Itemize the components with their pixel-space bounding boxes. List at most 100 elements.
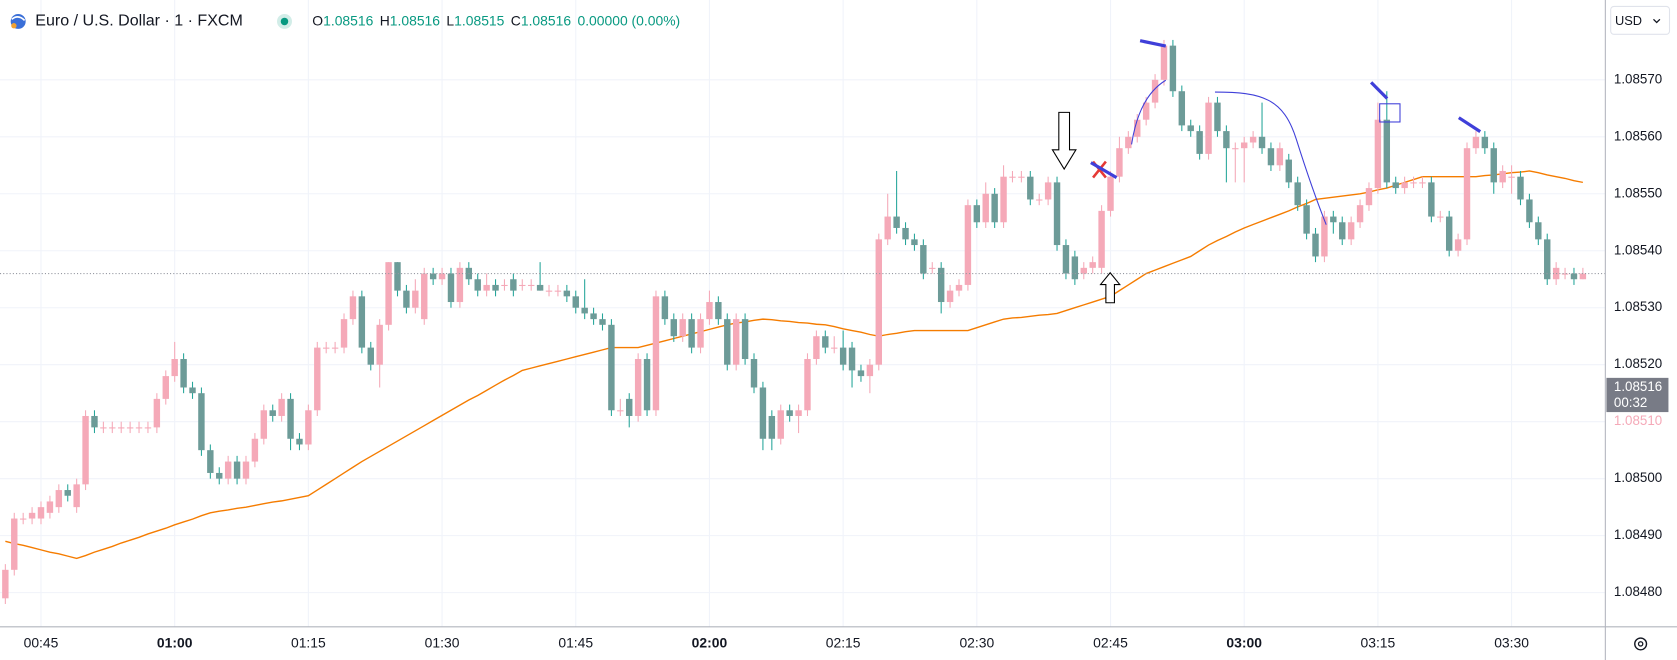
last-price-label: 1.08516 [1614,379,1662,394]
status-dot [280,17,289,26]
candle-body [207,450,214,473]
candle-body [937,267,945,303]
candle-body [331,347,339,349]
candles [0,39,1606,605]
x-tick-label: 02:30 [959,635,994,651]
candle-body [1508,176,1515,178]
candle-body [652,296,660,411]
candle-body [857,370,865,377]
candle-body [1107,176,1114,211]
candle-body [19,518,27,520]
candle-body [1410,182,1417,184]
candle-body [1561,273,1569,275]
candle-body [1169,45,1177,92]
candle-body [510,279,517,291]
candle-body [100,427,107,429]
candle-body [1044,182,1052,200]
currency-button[interactable]: USD [1610,5,1671,35]
candle-body [1267,148,1275,166]
candle-body [412,290,419,308]
legend-key: L [446,12,454,28]
candle-body [1062,245,1070,274]
candle-body [376,324,383,365]
candle-body [536,284,544,291]
candle-body [893,216,900,228]
candle-body [545,290,553,292]
settings-button[interactable] [1634,637,1648,651]
candle-body [741,319,749,360]
candle-body [421,273,428,320]
candle-body [456,267,464,303]
candle-body [358,296,366,348]
candle-body [1258,136,1266,149]
candle-body [287,398,294,439]
candle-body [1321,216,1328,257]
candle-body [1160,45,1168,80]
candle-body [777,410,784,439]
candle-body [866,364,874,377]
candle-body [340,319,348,348]
candle-body [1071,256,1079,280]
candle-body [483,284,490,291]
candle-body [955,284,963,291]
legend-change: 0.00000 (0.00%) [577,12,680,28]
candle-body [1428,182,1435,217]
candle-body [162,376,169,399]
candle-body [1330,216,1337,223]
candle-body [991,193,998,223]
candle-body [920,245,927,274]
currency-label[interactable]: USD [1615,13,1642,28]
curve-drawing [1131,79,1167,145]
candle-body [474,279,481,291]
ohlc-legend: O1.08516 H1.08516 L1.08515 C1.08516 0.00000 … [312,12,680,28]
candle-body [902,227,909,240]
countdown-label: 00:32 [1614,395,1647,410]
candle-body [1419,182,1426,184]
candle-body [118,427,125,429]
x-tick-label: 01:15 [291,635,326,651]
gear-icon[interactable] [1634,637,1648,651]
candle-body [278,398,285,416]
trend-stroke [1457,116,1482,133]
legend-value: 1.08516 [521,12,571,28]
chevron-icon [1653,18,1661,24]
candle-body [1472,136,1480,149]
x-tick-label: 02:15 [826,635,861,651]
candle-body [670,319,678,337]
candle-body [180,359,187,388]
candle-body [786,410,793,416]
candle-body [554,290,562,292]
candle-body [251,438,259,462]
candle-body [634,359,642,416]
candle-body [385,262,392,325]
candle-body [1098,210,1105,268]
candle-body [1526,199,1533,223]
candle-body [1294,182,1301,206]
candle-body [322,347,330,349]
y-tick-label: 1.08540 [1614,242,1662,257]
candle-body [1053,182,1061,246]
candle-body [732,319,740,365]
candle-body [581,307,588,314]
candle-body [55,490,63,508]
candle-body [973,205,981,223]
candle-body [82,415,89,485]
candle-body [1544,239,1551,280]
x-tick-label: 03:30 [1494,635,1529,651]
candle-body [1517,176,1524,200]
candle-body [1018,176,1025,178]
candle-body [750,359,758,388]
candle-body [617,410,624,412]
candle-body [1116,148,1123,177]
candle-body [1240,142,1248,149]
symbol-logo [10,13,26,29]
candle-body [1187,125,1194,132]
candle-body [153,398,161,428]
y-tick-label: 1.08530 [1614,299,1662,314]
candle-body [189,387,196,394]
candle-body [1142,102,1150,120]
currency-box[interactable] [1610,5,1671,35]
candle-body [260,410,268,439]
candle-body [1205,102,1212,154]
